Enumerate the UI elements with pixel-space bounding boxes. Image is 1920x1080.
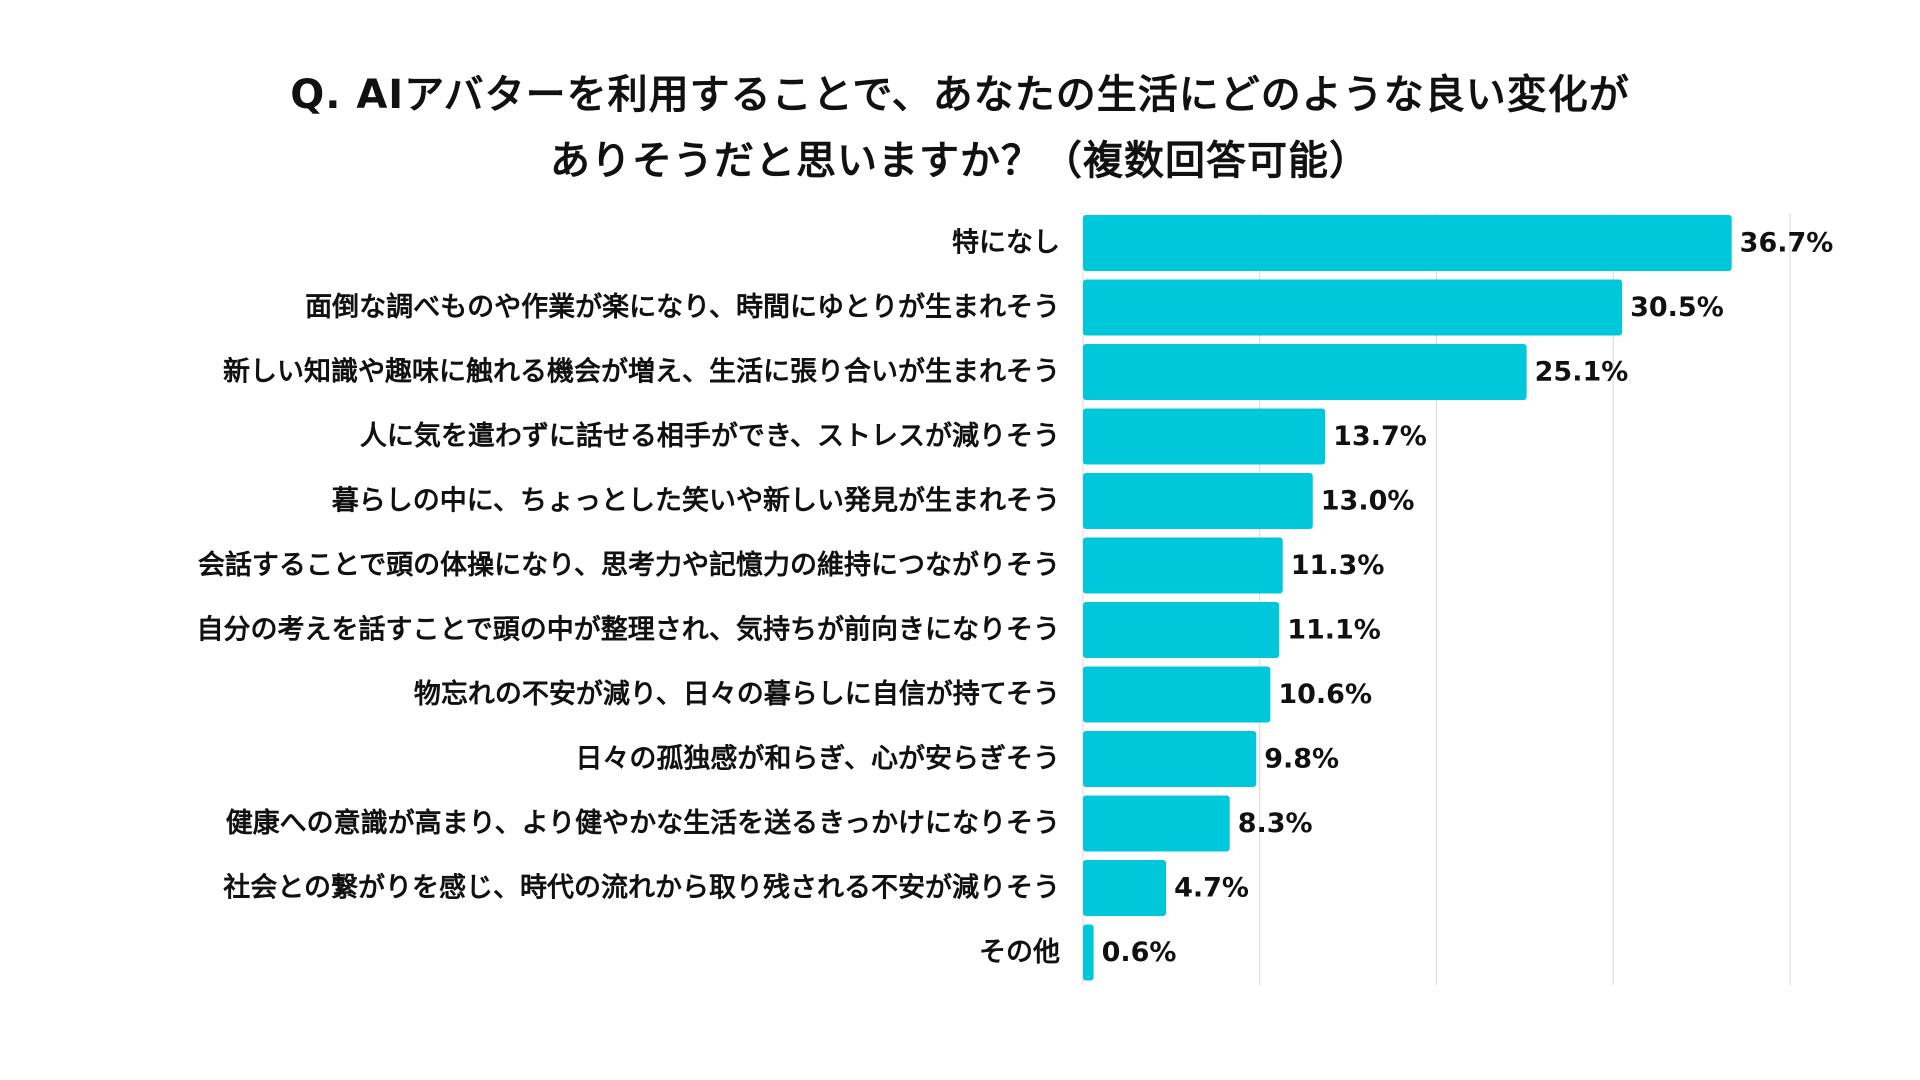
category-label: 健康への意識が高まり、より健やかな生活を送るきっかけになりそう: [226, 807, 1060, 839]
category-label: その他: [979, 937, 1060, 968]
category-label: 新しい知識や趣味に触れる機会が増え、生活に張り合いが生まれそう: [223, 356, 1060, 388]
bar: [1083, 666, 1271, 723]
data-label: 30.5%: [1630, 292, 1724, 323]
category-label: 人に気を遣わずに話せる相手ができ、ストレスが減りそう: [360, 420, 1060, 452]
bar: [1083, 215, 1732, 271]
chart-title-line-1: Q. AIアバターを利用することで、あなたの生活にどのような良い変化が: [290, 72, 1630, 118]
bar: [1083, 924, 1094, 981]
bar: [1083, 602, 1280, 658]
category-label: 面倒な調べものや作業が楽になり、時間にゆとりが生まれそう: [305, 291, 1060, 323]
data-label: 10.6%: [1278, 679, 1372, 710]
data-label: 0.6%: [1102, 937, 1177, 968]
chart-title-line-2: ありそうだと思いますか？（複数回答可能）: [550, 138, 1370, 184]
data-label: 13.7%: [1333, 421, 1427, 452]
bar: [1083, 344, 1527, 400]
data-label: 8.3%: [1238, 808, 1313, 839]
category-label: 社会との繋がりを感じ、時代の流れから取り残される不安が減りそう: [223, 872, 1060, 904]
bar: [1083, 860, 1167, 916]
data-label: 9.8%: [1264, 744, 1339, 775]
category-label: 特になし: [952, 228, 1060, 259]
bar: [1083, 731, 1257, 787]
bar: [1083, 795, 1230, 852]
bar: [1083, 408, 1326, 465]
data-label: 25.1%: [1535, 357, 1629, 388]
category-label: 暮らしの中に、ちょっとした笑いや新しい発見が生まれそう: [332, 485, 1060, 517]
data-label: 36.7%: [1740, 228, 1834, 259]
bar: [1083, 473, 1313, 529]
category-label: 自分の考えを話すことで頭の中が整理され、気持ちが前向きになりそう: [197, 614, 1060, 646]
data-label: 11.3%: [1291, 550, 1385, 581]
data-label: 4.7%: [1174, 873, 1249, 904]
bar: [1083, 279, 1623, 336]
data-label: 11.1%: [1287, 615, 1381, 646]
category-label: 日々の孤独感が和らぎ、心が安らぎそう: [575, 743, 1060, 775]
data-label: 13.0%: [1321, 486, 1415, 517]
category-label: 会話することで頭の体操になり、思考力や記憶力の維持につながりそう: [198, 549, 1060, 581]
category-label: 物忘れの不安が減り、日々の暮らしに自信が持てそう: [414, 678, 1060, 710]
bar: [1083, 537, 1283, 594]
